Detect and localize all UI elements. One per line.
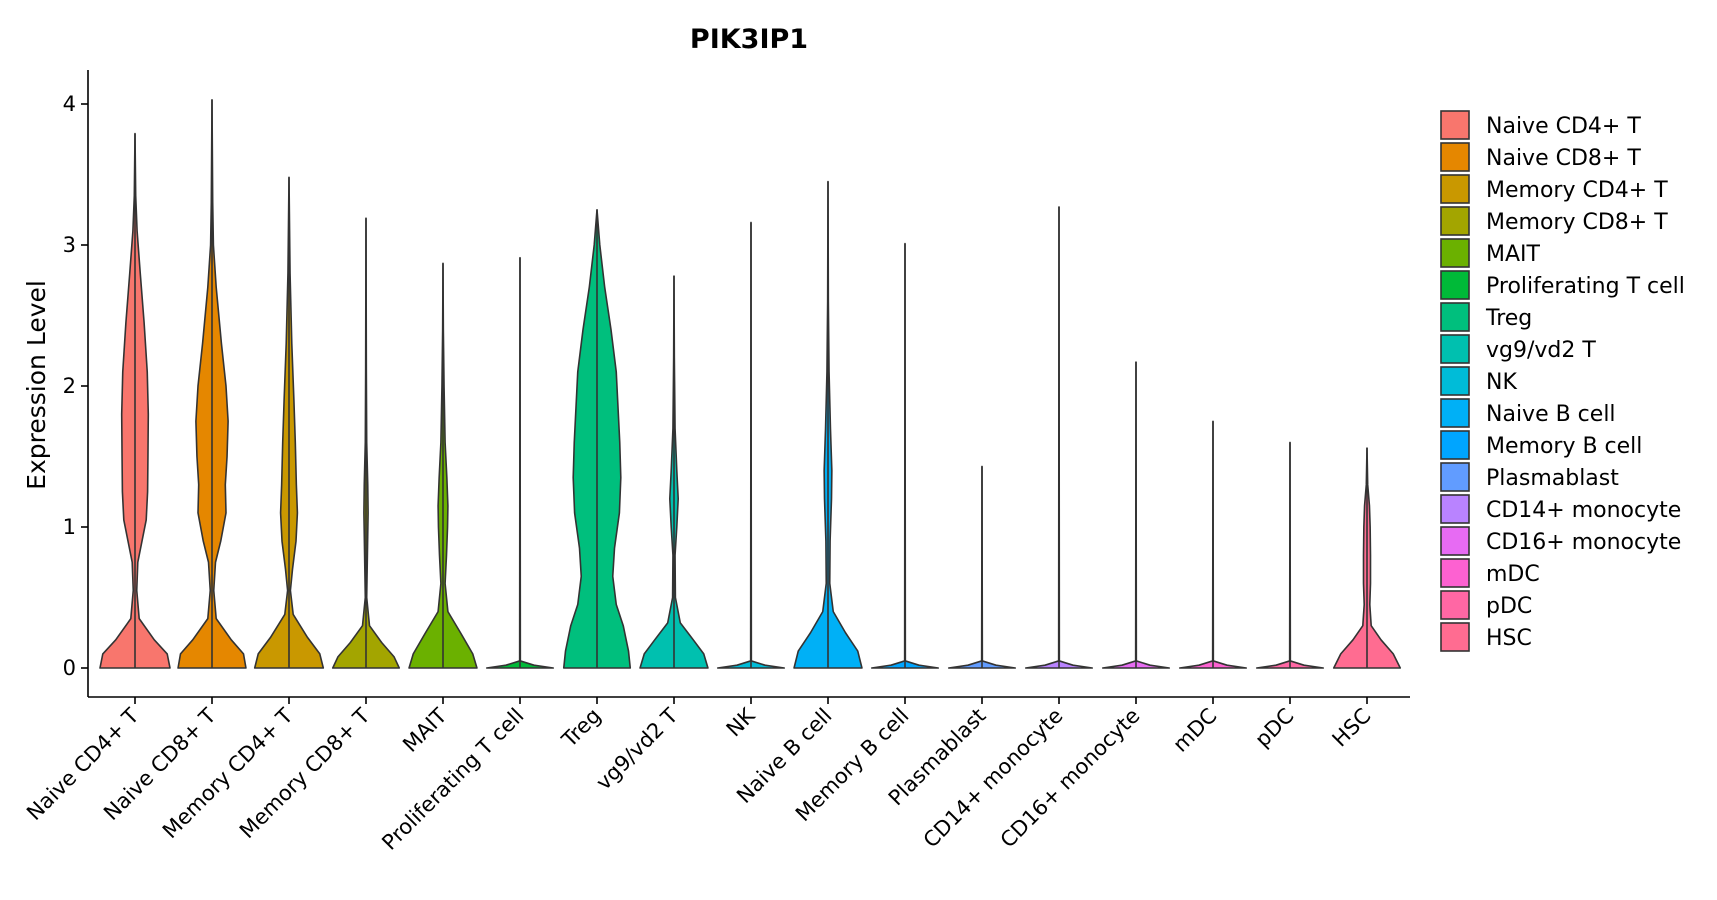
y-tick-label-3: 3 <box>63 233 76 257</box>
legend-key-13 <box>1440 494 1470 524</box>
x-tick-label-17: HSC <box>1328 704 1376 752</box>
legend-key-15 <box>1440 558 1470 588</box>
legend-label-17: HSC <box>1486 626 1532 651</box>
legend-key-17 <box>1440 622 1470 652</box>
legend-key-5 <box>1440 238 1470 268</box>
y-tick-label-4: 4 <box>63 92 76 116</box>
legend-label-4: Memory CD8+ T <box>1486 210 1668 235</box>
x-tick-label-15: mDC <box>1168 704 1221 757</box>
x-tick-label-5: MAIT <box>398 703 452 757</box>
legend-label-14: CD16+ monocyte <box>1486 530 1681 555</box>
legend-key-16 <box>1440 590 1470 620</box>
legend-label-13: CD14+ monocyte <box>1486 498 1681 523</box>
x-tick-label-6: Proliferating T cell <box>377 704 528 855</box>
x-tick-label-3: Memory CD4+ T <box>158 703 298 843</box>
legend-label-12: Plasmablast <box>1486 466 1619 491</box>
legend-label-15: mDC <box>1486 562 1540 587</box>
legend-key-12 <box>1440 462 1470 492</box>
x-tick-label-14: CD16+ monocyte <box>996 704 1145 853</box>
y-axis-label: Expression Level <box>22 280 51 490</box>
y-tick-label-0: 0 <box>63 656 76 680</box>
legend-key-10 <box>1440 398 1470 428</box>
x-tick-label-13: CD14+ monocyte <box>919 704 1068 853</box>
chart-title: PIK3IP1 <box>690 24 808 55</box>
legend-key-3 <box>1440 174 1470 204</box>
violins-group <box>99 98 1402 669</box>
legend-key-8 <box>1440 334 1470 364</box>
x-tick-label-8: vg9/vd2 T <box>591 703 682 794</box>
legend-key-4 <box>1440 206 1470 236</box>
legend-label-6: Proliferating T cell <box>1486 274 1685 299</box>
x-tick-label-4: Memory CD8+ T <box>235 703 375 843</box>
legend-label-2: Naive CD8+ T <box>1486 146 1641 171</box>
legend-label-3: Memory CD4+ T <box>1486 178 1668 203</box>
legend-key-14 <box>1440 526 1470 556</box>
legend: Naive CD4+ T Naive CD8+ T Memory CD4+ T Mem… <box>1440 110 1685 652</box>
legend-key-9 <box>1440 366 1470 396</box>
legend-key-6 <box>1440 270 1470 300</box>
x-tick-label-16: pDC <box>1250 704 1298 752</box>
legend-label-16: pDC <box>1486 594 1532 619</box>
legend-key-7 <box>1440 302 1470 332</box>
y-tick-label-1: 1 <box>63 515 76 539</box>
legend-label-7: Treg <box>1485 306 1532 331</box>
x-tick-label-7: Treg <box>557 704 606 753</box>
x-tick-label-9: NK <box>722 703 761 742</box>
legend-label-9: NK <box>1486 370 1517 395</box>
y-tick-label-2: 2 <box>63 374 76 398</box>
legend-label-10: Naive B cell <box>1486 402 1616 427</box>
legend-label-11: Memory B cell <box>1486 434 1642 459</box>
legend-key-1 <box>1440 110 1470 140</box>
legend-key-11 <box>1440 430 1470 460</box>
legend-label-5: MAIT <box>1486 242 1541 267</box>
legend-key-2 <box>1440 142 1470 172</box>
legend-label-8: vg9/vd2 T <box>1486 338 1596 363</box>
legend-label-1: Naive CD4+ T <box>1486 114 1641 139</box>
